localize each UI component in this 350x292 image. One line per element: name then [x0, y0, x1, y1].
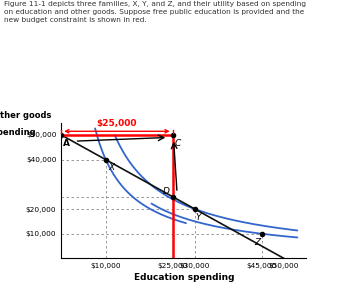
Text: $25,000: $25,000 — [97, 119, 137, 128]
Text: Figure 11-1 depicts three families, X, Y, and Z, and their utility based on spen: Figure 11-1 depicts three families, X, Y… — [4, 1, 306, 23]
Text: C: C — [175, 139, 181, 148]
Text: D: D — [163, 187, 170, 196]
Text: spending: spending — [0, 128, 36, 137]
Text: Y: Y — [196, 213, 201, 223]
Text: X: X — [108, 163, 114, 172]
X-axis label: Education spending: Education spending — [133, 273, 234, 282]
Text: Other goods: Other goods — [0, 111, 51, 120]
Text: Z: Z — [255, 238, 261, 247]
Text: A: A — [63, 139, 70, 148]
